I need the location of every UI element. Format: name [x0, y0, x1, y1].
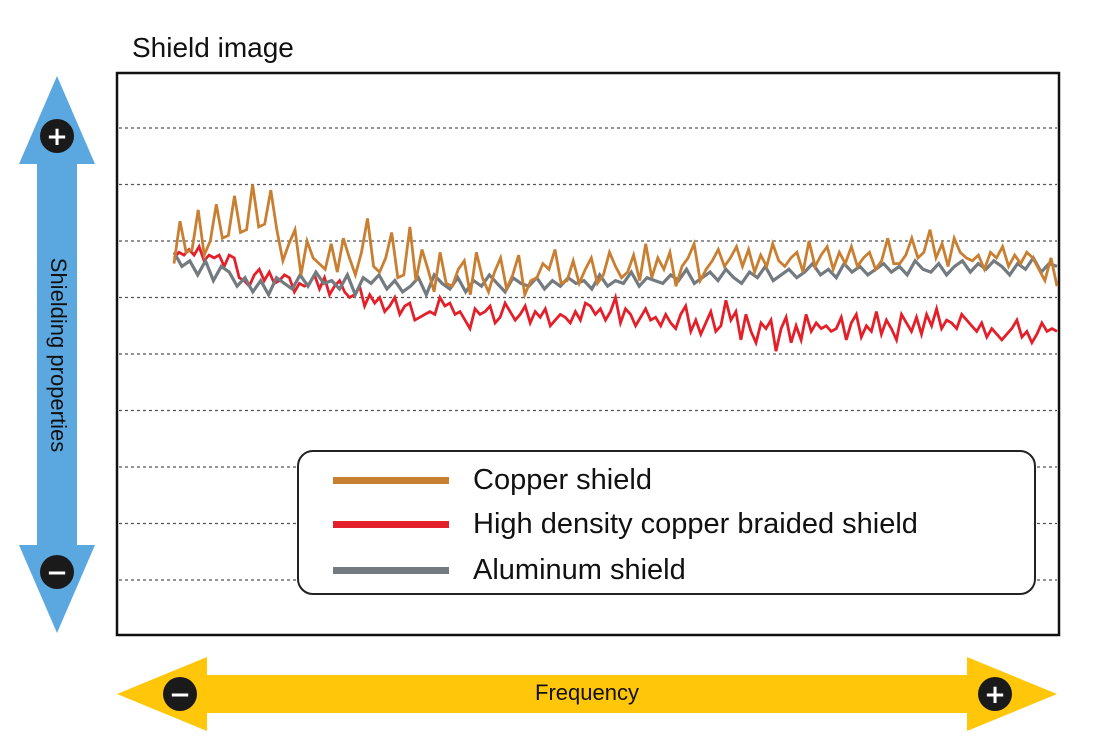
legend-label: High density copper braided shield [473, 507, 918, 540]
plus-top-badge: + [40, 119, 74, 153]
legend-item-high-density: High density copper braided shield [333, 504, 918, 544]
legend-label: Aluminum shield [473, 553, 686, 586]
minus-icon: − [169, 680, 191, 710]
minus-bottom-badge: − [40, 555, 74, 589]
plus-icon: + [46, 122, 68, 152]
legend-swatch [333, 566, 449, 574]
series-layer [172, 184, 1059, 352]
legend-label: Copper shield [473, 463, 652, 496]
series-line-copper [172, 184, 1059, 300]
legend: Copper shield High density copper braide… [297, 450, 1036, 595]
shielding-axis-arrow [19, 76, 95, 633]
legend-item-aluminum: Aluminum shield [333, 550, 686, 590]
legend-item-copper: Copper shield [333, 460, 652, 500]
series-line-high-density [172, 243, 1058, 352]
minus-icon: − [46, 558, 68, 588]
plot-frame [115, 71, 1061, 637]
y-axis-label: Shielding properties [46, 257, 71, 453]
series-line-aluminum [172, 251, 1058, 299]
legend-swatch [333, 520, 449, 528]
plus-icon: + [984, 680, 1006, 710]
frequency-axis-arrow [117, 657, 1057, 731]
minus-left-badge: − [163, 677, 197, 711]
plus-right-badge: + [978, 677, 1012, 711]
x-axis-label: Frequency [535, 680, 639, 705]
legend-swatch [333, 476, 449, 484]
chart-title: Shield image [132, 32, 294, 63]
